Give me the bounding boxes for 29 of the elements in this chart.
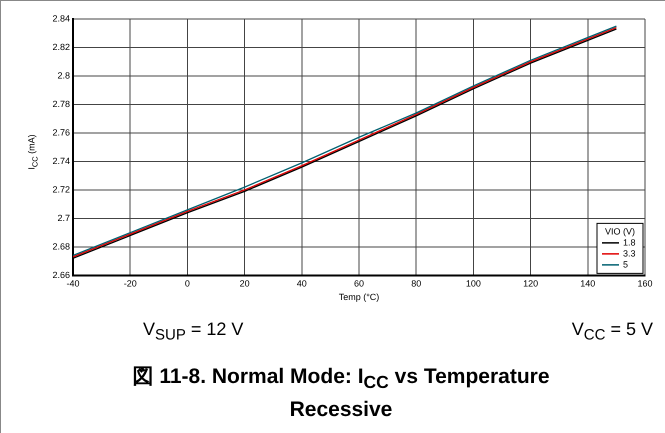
y-tick-label: 2.72 bbox=[52, 184, 70, 194]
legend-label: 5 bbox=[623, 259, 628, 270]
x-tick-label: -40 bbox=[66, 278, 80, 288]
y-tick-label: 2.66 bbox=[52, 270, 70, 280]
y-tick-label: 2.8 bbox=[57, 70, 70, 80]
x-axis-title: Temp (°C) bbox=[338, 292, 380, 302]
x-tick-label: 160 bbox=[637, 278, 653, 288]
legend-label: 3.3 bbox=[623, 248, 636, 258]
text: 図 11-8. Normal Mode: I$_{CC}$ vs Temperature Recessive bbox=[131, 364, 551, 424]
y-tick-label: 2.78 bbox=[52, 98, 70, 109]
text: V$_{CC}$ = 5 V bbox=[572, 319, 653, 344]
y-tick-label: 2.68 bbox=[52, 241, 70, 252]
y-tick-label: 2.7 bbox=[57, 212, 70, 223]
y-tick-label: 2.82 bbox=[52, 42, 70, 52]
x-tick-label: -20 bbox=[124, 278, 137, 288]
text: V$_{SUP}$ = 12 V bbox=[143, 319, 244, 344]
y-tick-label: 2.84 bbox=[52, 13, 70, 24]
x-tick-label: 120 bbox=[523, 278, 538, 288]
x-tick-label: 100 bbox=[466, 278, 481, 288]
y-tick-label: 2.74 bbox=[52, 156, 70, 166]
x-tick-label: 0 bbox=[184, 278, 190, 288]
x-tick-label: 20 bbox=[240, 278, 250, 288]
x-tick-label: 80 bbox=[411, 278, 422, 288]
x-tick-label: 140 bbox=[580, 278, 596, 288]
legend-label: 1.8 bbox=[623, 237, 636, 248]
y-tick-label: 2.76 bbox=[52, 127, 70, 138]
legend-title: VIO (V) bbox=[604, 226, 636, 236]
x-tick-label: 60 bbox=[354, 278, 364, 288]
x-tick-label: 40 bbox=[296, 278, 307, 288]
